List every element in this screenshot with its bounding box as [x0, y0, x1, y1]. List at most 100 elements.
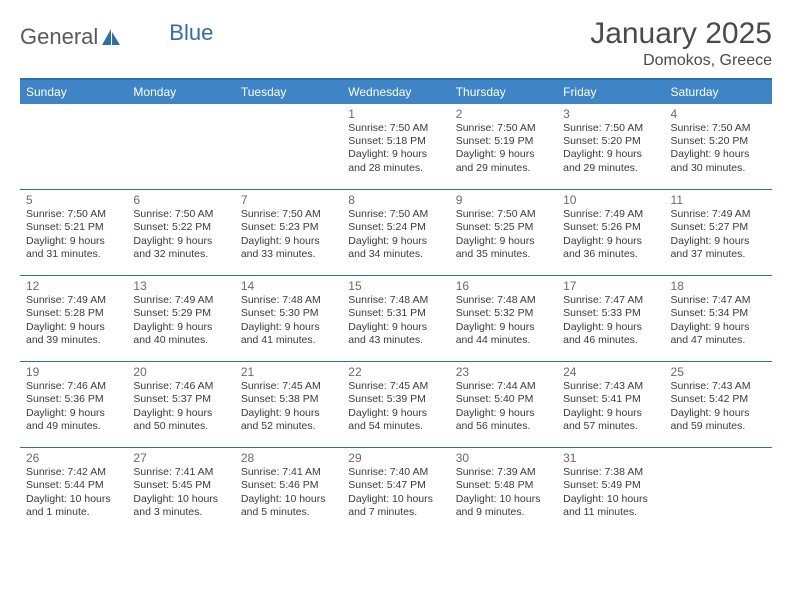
brand-part1: General: [20, 24, 98, 50]
day-number: 16: [456, 279, 551, 293]
calendar-day-cell: 31Sunrise: 7:38 AMSunset: 5:49 PMDayligh…: [557, 448, 664, 534]
brand-part2: Blue: [169, 20, 213, 46]
calendar-day-cell: 27Sunrise: 7:41 AMSunset: 5:45 PMDayligh…: [127, 448, 234, 534]
calendar-empty-cell: [665, 448, 772, 534]
day-number: 14: [241, 279, 336, 293]
header: General Blue January 2025 Domokos, Greec…: [20, 18, 772, 70]
calendar-page: General Blue January 2025 Domokos, Greec…: [0, 0, 792, 544]
calendar-day-cell: 19Sunrise: 7:46 AMSunset: 5:36 PMDayligh…: [20, 362, 127, 448]
day-number: 22: [348, 365, 443, 379]
calendar-day-cell: 30Sunrise: 7:39 AMSunset: 5:48 PMDayligh…: [450, 448, 557, 534]
day-header: Saturday: [665, 79, 772, 104]
day-info: Sunrise: 7:46 AMSunset: 5:36 PMDaylight:…: [26, 380, 121, 434]
calendar-day-cell: 8Sunrise: 7:50 AMSunset: 5:24 PMDaylight…: [342, 190, 449, 276]
day-info: Sunrise: 7:43 AMSunset: 5:42 PMDaylight:…: [671, 380, 766, 434]
day-info: Sunrise: 7:50 AMSunset: 5:20 PMDaylight:…: [563, 122, 658, 176]
day-info: Sunrise: 7:45 AMSunset: 5:39 PMDaylight:…: [348, 380, 443, 434]
day-info: Sunrise: 7:47 AMSunset: 5:33 PMDaylight:…: [563, 294, 658, 348]
month-title: January 2025: [590, 18, 772, 50]
calendar-day-cell: 6Sunrise: 7:50 AMSunset: 5:22 PMDaylight…: [127, 190, 234, 276]
calendar-empty-cell: [235, 104, 342, 190]
day-header: Thursday: [450, 79, 557, 104]
calendar-week-row: 12Sunrise: 7:49 AMSunset: 5:28 PMDayligh…: [20, 276, 772, 362]
calendar-week-row: 1Sunrise: 7:50 AMSunset: 5:18 PMDaylight…: [20, 104, 772, 190]
day-number: 25: [671, 365, 766, 379]
day-info: Sunrise: 7:50 AMSunset: 5:18 PMDaylight:…: [348, 122, 443, 176]
day-header: Wednesday: [342, 79, 449, 104]
day-info: Sunrise: 7:38 AMSunset: 5:49 PMDaylight:…: [563, 466, 658, 520]
day-number: 6: [133, 193, 228, 207]
day-header: Monday: [127, 79, 234, 104]
calendar-header-row: SundayMondayTuesdayWednesdayThursdayFrid…: [20, 79, 772, 104]
calendar-day-cell: 4Sunrise: 7:50 AMSunset: 5:20 PMDaylight…: [665, 104, 772, 190]
day-number: 28: [241, 451, 336, 465]
day-info: Sunrise: 7:50 AMSunset: 5:23 PMDaylight:…: [241, 208, 336, 262]
day-number: 2: [456, 107, 551, 121]
calendar-day-cell: 11Sunrise: 7:49 AMSunset: 5:27 PMDayligh…: [665, 190, 772, 276]
calendar-empty-cell: [127, 104, 234, 190]
day-number: 12: [26, 279, 121, 293]
day-header: Tuesday: [235, 79, 342, 104]
calendar-day-cell: 16Sunrise: 7:48 AMSunset: 5:32 PMDayligh…: [450, 276, 557, 362]
location-label: Domokos, Greece: [590, 52, 772, 70]
calendar-day-cell: 5Sunrise: 7:50 AMSunset: 5:21 PMDaylight…: [20, 190, 127, 276]
calendar-day-cell: 10Sunrise: 7:49 AMSunset: 5:26 PMDayligh…: [557, 190, 664, 276]
day-number: 8: [348, 193, 443, 207]
day-header: Sunday: [20, 79, 127, 104]
calendar-week-row: 5Sunrise: 7:50 AMSunset: 5:21 PMDaylight…: [20, 190, 772, 276]
calendar-day-cell: 12Sunrise: 7:49 AMSunset: 5:28 PMDayligh…: [20, 276, 127, 362]
calendar-day-cell: 21Sunrise: 7:45 AMSunset: 5:38 PMDayligh…: [235, 362, 342, 448]
day-info: Sunrise: 7:47 AMSunset: 5:34 PMDaylight:…: [671, 294, 766, 348]
day-number: 10: [563, 193, 658, 207]
day-number: 9: [456, 193, 551, 207]
day-info: Sunrise: 7:41 AMSunset: 5:45 PMDaylight:…: [133, 466, 228, 520]
day-number: 20: [133, 365, 228, 379]
day-number: 11: [671, 193, 766, 207]
day-number: 30: [456, 451, 551, 465]
calendar-week-row: 19Sunrise: 7:46 AMSunset: 5:36 PMDayligh…: [20, 362, 772, 448]
day-number: 17: [563, 279, 658, 293]
calendar-day-cell: 26Sunrise: 7:42 AMSunset: 5:44 PMDayligh…: [20, 448, 127, 534]
day-info: Sunrise: 7:41 AMSunset: 5:46 PMDaylight:…: [241, 466, 336, 520]
day-number: 7: [241, 193, 336, 207]
day-info: Sunrise: 7:50 AMSunset: 5:25 PMDaylight:…: [456, 208, 551, 262]
day-number: 23: [456, 365, 551, 379]
day-info: Sunrise: 7:50 AMSunset: 5:24 PMDaylight:…: [348, 208, 443, 262]
day-number: 19: [26, 365, 121, 379]
day-info: Sunrise: 7:42 AMSunset: 5:44 PMDaylight:…: [26, 466, 121, 520]
calendar-empty-cell: [20, 104, 127, 190]
day-number: 24: [563, 365, 658, 379]
calendar-day-cell: 9Sunrise: 7:50 AMSunset: 5:25 PMDaylight…: [450, 190, 557, 276]
day-info: Sunrise: 7:49 AMSunset: 5:28 PMDaylight:…: [26, 294, 121, 348]
calendar-week-row: 26Sunrise: 7:42 AMSunset: 5:44 PMDayligh…: [20, 448, 772, 534]
calendar-day-cell: 28Sunrise: 7:41 AMSunset: 5:46 PMDayligh…: [235, 448, 342, 534]
calendar-day-cell: 1Sunrise: 7:50 AMSunset: 5:18 PMDaylight…: [342, 104, 449, 190]
brand-logo: General Blue: [20, 18, 213, 50]
day-number: 15: [348, 279, 443, 293]
day-info: Sunrise: 7:40 AMSunset: 5:47 PMDaylight:…: [348, 466, 443, 520]
day-info: Sunrise: 7:48 AMSunset: 5:30 PMDaylight:…: [241, 294, 336, 348]
day-info: Sunrise: 7:48 AMSunset: 5:32 PMDaylight:…: [456, 294, 551, 348]
calendar-day-cell: 24Sunrise: 7:43 AMSunset: 5:41 PMDayligh…: [557, 362, 664, 448]
day-info: Sunrise: 7:50 AMSunset: 5:20 PMDaylight:…: [671, 122, 766, 176]
calendar-day-cell: 2Sunrise: 7:50 AMSunset: 5:19 PMDaylight…: [450, 104, 557, 190]
calendar-day-cell: 20Sunrise: 7:46 AMSunset: 5:37 PMDayligh…: [127, 362, 234, 448]
calendar-day-cell: 3Sunrise: 7:50 AMSunset: 5:20 PMDaylight…: [557, 104, 664, 190]
calendar-day-cell: 29Sunrise: 7:40 AMSunset: 5:47 PMDayligh…: [342, 448, 449, 534]
calendar-day-cell: 7Sunrise: 7:50 AMSunset: 5:23 PMDaylight…: [235, 190, 342, 276]
day-info: Sunrise: 7:49 AMSunset: 5:29 PMDaylight:…: [133, 294, 228, 348]
sail-icon: [101, 28, 121, 46]
day-number: 1: [348, 107, 443, 121]
calendar-day-cell: 18Sunrise: 7:47 AMSunset: 5:34 PMDayligh…: [665, 276, 772, 362]
day-number: 31: [563, 451, 658, 465]
calendar-table: SundayMondayTuesdayWednesdayThursdayFrid…: [20, 78, 772, 534]
calendar-day-cell: 17Sunrise: 7:47 AMSunset: 5:33 PMDayligh…: [557, 276, 664, 362]
day-number: 3: [563, 107, 658, 121]
day-info: Sunrise: 7:50 AMSunset: 5:22 PMDaylight:…: [133, 208, 228, 262]
calendar-body: 1Sunrise: 7:50 AMSunset: 5:18 PMDaylight…: [20, 104, 772, 534]
day-info: Sunrise: 7:43 AMSunset: 5:41 PMDaylight:…: [563, 380, 658, 434]
day-number: 21: [241, 365, 336, 379]
day-info: Sunrise: 7:48 AMSunset: 5:31 PMDaylight:…: [348, 294, 443, 348]
calendar-day-cell: 25Sunrise: 7:43 AMSunset: 5:42 PMDayligh…: [665, 362, 772, 448]
calendar-day-cell: 14Sunrise: 7:48 AMSunset: 5:30 PMDayligh…: [235, 276, 342, 362]
